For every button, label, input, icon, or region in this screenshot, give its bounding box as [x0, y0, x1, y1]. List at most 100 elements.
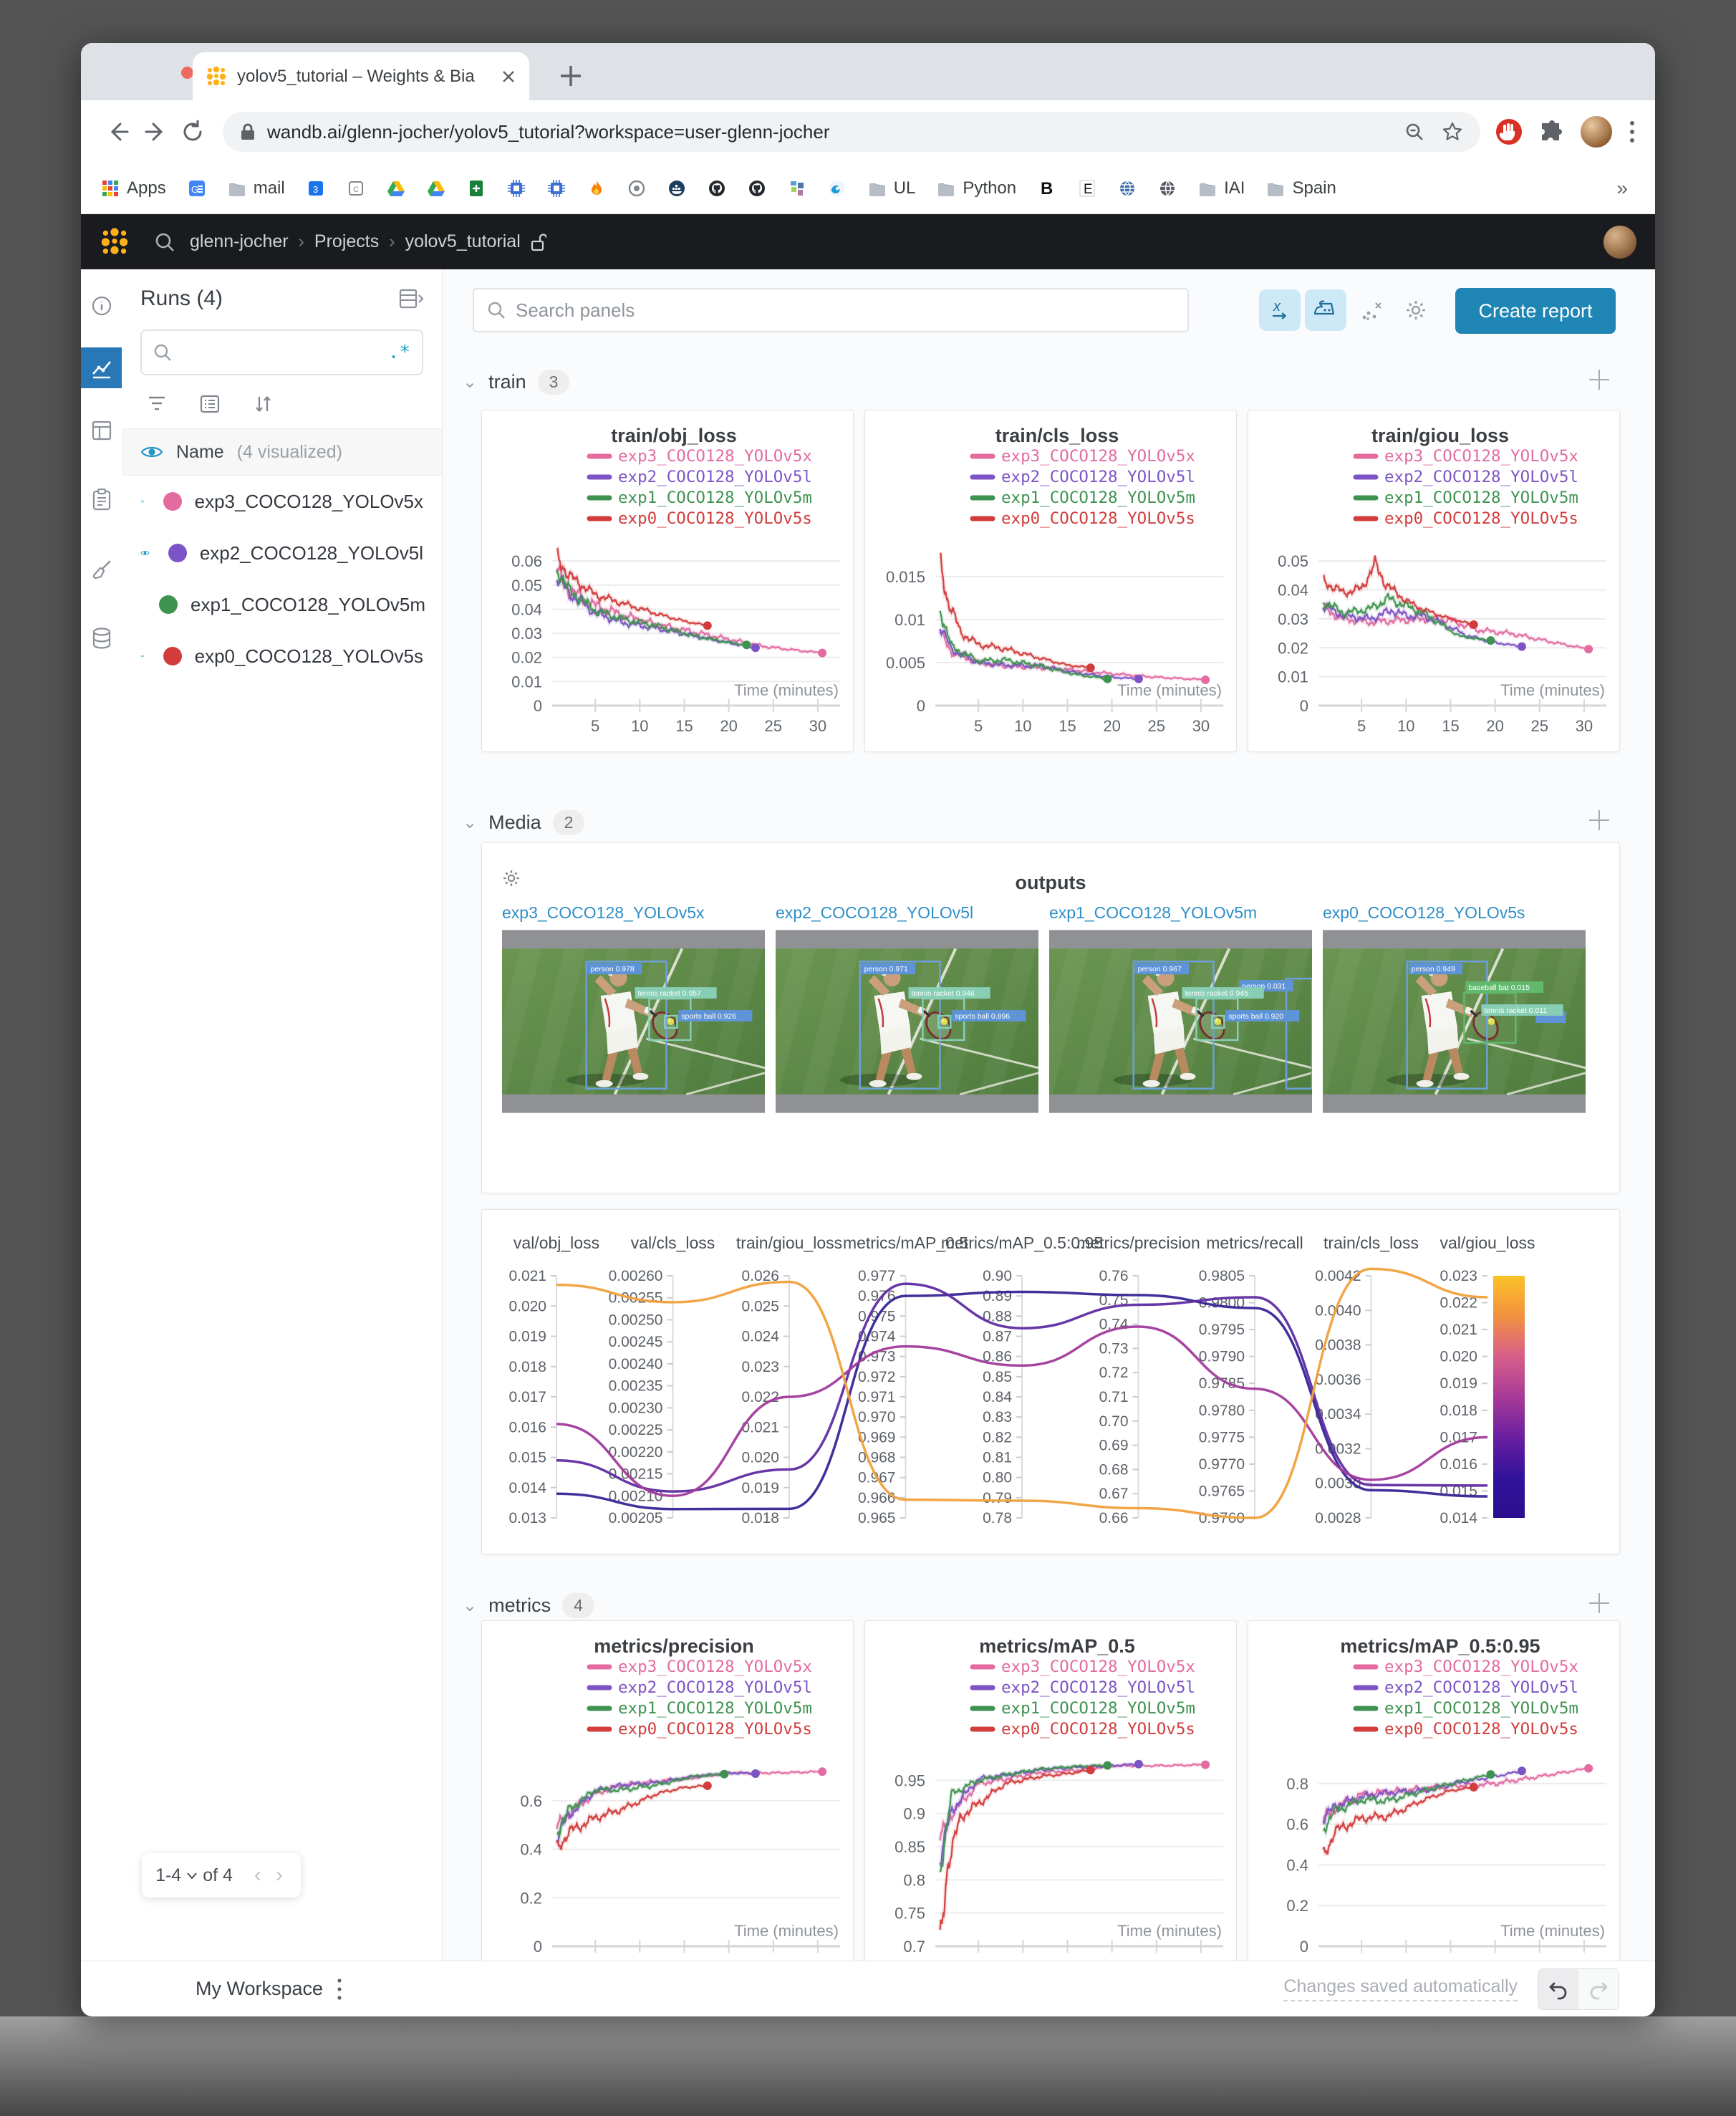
section-metrics[interactable]: ⌄ metrics 4	[463, 1593, 594, 1618]
bookmark-item[interactable]	[1158, 179, 1177, 198]
reports-icon[interactable]	[81, 479, 122, 520]
sweeps-broom-icon[interactable]	[81, 549, 122, 590]
section-train[interactable]: ⌄ train 3	[463, 370, 570, 395]
eye-icon[interactable]	[140, 648, 145, 664]
collapse-chevron-icon[interactable]: ⌄	[463, 372, 478, 392]
bookmark-item-ul[interactable]: UL	[868, 178, 915, 198]
artifacts-database-icon[interactable]	[81, 618, 122, 659]
wandb-logo[interactable]	[100, 227, 130, 257]
zoom-icon[interactable]	[1404, 122, 1424, 142]
chart-panel-metrics-map0595[interactable]: metrics/mAP_0.5:0.95 exp3_COCO128_YOLOv5x…	[1248, 1620, 1620, 1961]
workspace-menu-icon[interactable]	[336, 1977, 343, 2001]
chart-panel-metrics-precision[interactable]: metrics/precision exp3_COCO128_YOLOv5x exp…	[481, 1620, 854, 1961]
bookmark-item-iai[interactable]: IAI	[1198, 178, 1245, 198]
prev-page-chevron[interactable]: ‹	[254, 1863, 261, 1887]
close-window-button[interactable]	[181, 67, 193, 79]
run-name[interactable]: exp0_COCO128_YOLOv5s	[194, 645, 423, 667]
bookmark-item-mail[interactable]: mail	[228, 178, 285, 198]
parallel-coordinates-panel[interactable]: val/obj_loss 0.021 0.020 0.019 0.018 0.017 0.0…	[481, 1209, 1620, 1554]
bookmarks-overflow-chevron[interactable]: »	[1616, 177, 1628, 199]
bookmark-item[interactable]: 3	[307, 179, 325, 198]
expand-table-icon[interactable]	[399, 288, 423, 309]
back-button[interactable]	[100, 113, 137, 150]
bookmark-item[interactable]	[708, 179, 726, 198]
bookmark-item-spain[interactable]: Spain	[1266, 178, 1336, 198]
run-row[interactable]: exp1_COCO128_YOLOv5m	[122, 579, 442, 630]
browser-tab[interactable]: yolov5_tutorial – Weights & Bia	[193, 52, 529, 100]
page-size-dropdown-icon[interactable]	[187, 1872, 197, 1879]
bookmark-item[interactable]	[1118, 179, 1137, 198]
bookmark-star-icon[interactable]	[1442, 121, 1463, 143]
panel-settings-gear-button[interactable]	[1395, 289, 1437, 331]
media-settings-gear-icon[interactable]	[501, 867, 522, 889]
close-tab-icon[interactable]	[501, 69, 516, 85]
next-page-chevron[interactable]: ›	[275, 1863, 283, 1887]
run-row[interactable]: exp2_COCO128_YOLOv5l	[122, 527, 442, 579]
adblock-icon[interactable]	[1495, 117, 1523, 146]
outliers-button[interactable]	[1351, 289, 1392, 331]
workspace-name[interactable]: My Workspace	[196, 1978, 324, 1999]
user-avatar[interactable]	[1604, 225, 1636, 259]
runs-pagination[interactable]: 1-4 of 4 ‹ ›	[142, 1853, 301, 1898]
eye-icon[interactable]	[140, 545, 150, 561]
bookmark-item-python[interactable]: Python	[937, 178, 1016, 198]
chart-panel-train-obj-loss[interactable]: train/obj_loss exp3_COCO128_YOLOv5x exp2_C…	[481, 410, 854, 752]
x-axis-settings-button[interactable]: x	[1259, 289, 1301, 331]
add-panel-icon[interactable]	[1586, 807, 1612, 833]
chart-panel-train-cls-loss[interactable]: train/cls_loss exp3_COCO128_YOLOv5x exp2_C…	[864, 410, 1237, 752]
reload-button[interactable]	[174, 113, 211, 150]
page-range[interactable]: 1-4	[155, 1865, 182, 1885]
breadcrumb-segment[interactable]: Projects	[314, 231, 380, 251]
search-panels-input[interactable]: Search panels	[473, 288, 1189, 332]
media-run-link[interactable]: exp3_COCO128_YOLOv5x	[502, 903, 705, 922]
collapse-chevron-icon[interactable]: ⌄	[463, 813, 478, 832]
bookmark-item[interactable]: C	[347, 179, 365, 198]
run-row[interactable]: exp3_COCO128_YOLOv5x	[122, 476, 442, 527]
bookmark-item[interactable]: B	[1038, 179, 1056, 198]
bookmark-item[interactable]	[587, 179, 606, 198]
chart-panel-metrics-map05[interactable]: metrics/mAP_0.5 exp3_COCO128_YOLOv5x exp2_…	[864, 1620, 1237, 1961]
bookmark-item[interactable]	[788, 179, 806, 198]
filter-icon[interactable]	[146, 394, 168, 414]
prediction-image[interactable]: person 0.971 tennis racket 0.946 sports ba…	[776, 930, 1038, 1113]
collapse-chevron-icon[interactable]: ⌄	[463, 1596, 478, 1615]
chart-panel-train-giou-loss[interactable]: train/giou_loss exp3_COCO128_YOLOv5x exp2_…	[1248, 410, 1620, 752]
run-row[interactable]: exp0_COCO128_YOLOv5s	[122, 630, 442, 682]
bookmark-item-apps[interactable]: Apps	[101, 178, 166, 198]
bookmark-item[interactable]	[427, 179, 445, 198]
browser-menu-icon[interactable]	[1628, 119, 1636, 145]
eye-icon[interactable]	[140, 444, 163, 460]
breadcrumb-segment[interactable]: glenn-jocher	[190, 231, 289, 251]
add-panel-icon[interactable]	[1586, 367, 1612, 393]
bookmark-item[interactable]	[667, 179, 686, 198]
bookmark-item[interactable]	[748, 179, 766, 198]
sort-icon[interactable]	[252, 394, 274, 414]
media-run-link[interactable]: exp0_COCO128_YOLOv5s	[1323, 903, 1525, 922]
media-panel-outputs[interactable]: outputs exp3_COCO128_YOLOv5x person 0.97…	[481, 842, 1620, 1193]
bookmark-item[interactable]	[387, 179, 405, 198]
media-run-link[interactable]: exp2_COCO128_YOLOv5l	[776, 903, 974, 922]
new-tab-button[interactable]	[554, 59, 588, 93]
media-run-link[interactable]: exp1_COCO128_YOLOv5m	[1049, 903, 1258, 922]
regex-toggle[interactable]: .*	[387, 342, 410, 363]
charts-workspace-icon[interactable]	[81, 347, 122, 388]
undo-button[interactable]	[1538, 1968, 1578, 2009]
eye-icon[interactable]	[140, 494, 145, 509]
bookmark-item[interactable]	[627, 179, 646, 198]
table-view-icon[interactable]	[81, 410, 122, 451]
breadcrumb-segment[interactable]: yolov5_tutorial	[405, 231, 521, 251]
group-icon[interactable]	[199, 394, 221, 414]
run-name[interactable]: exp1_COCO128_YOLOv5m	[191, 593, 426, 615]
section-media[interactable]: ⌄ Media 2	[463, 810, 585, 835]
bookmark-item[interactable]	[828, 179, 847, 198]
search-icon[interactable]	[154, 231, 175, 253]
overview-info-icon[interactable]	[81, 285, 122, 326]
bookmark-item[interactable]: E	[1078, 179, 1096, 198]
forward-button[interactable]	[137, 113, 174, 150]
extension-puzzle-icon[interactable]	[1539, 119, 1565, 145]
run-name[interactable]: exp2_COCO128_YOLOv5l	[199, 542, 423, 564]
smoothing-iron-button[interactable]	[1305, 289, 1346, 331]
prediction-image[interactable]: person 0.978 tennis racket 0.957 sports ba…	[502, 930, 765, 1113]
redo-button[interactable]	[1578, 1968, 1619, 2009]
